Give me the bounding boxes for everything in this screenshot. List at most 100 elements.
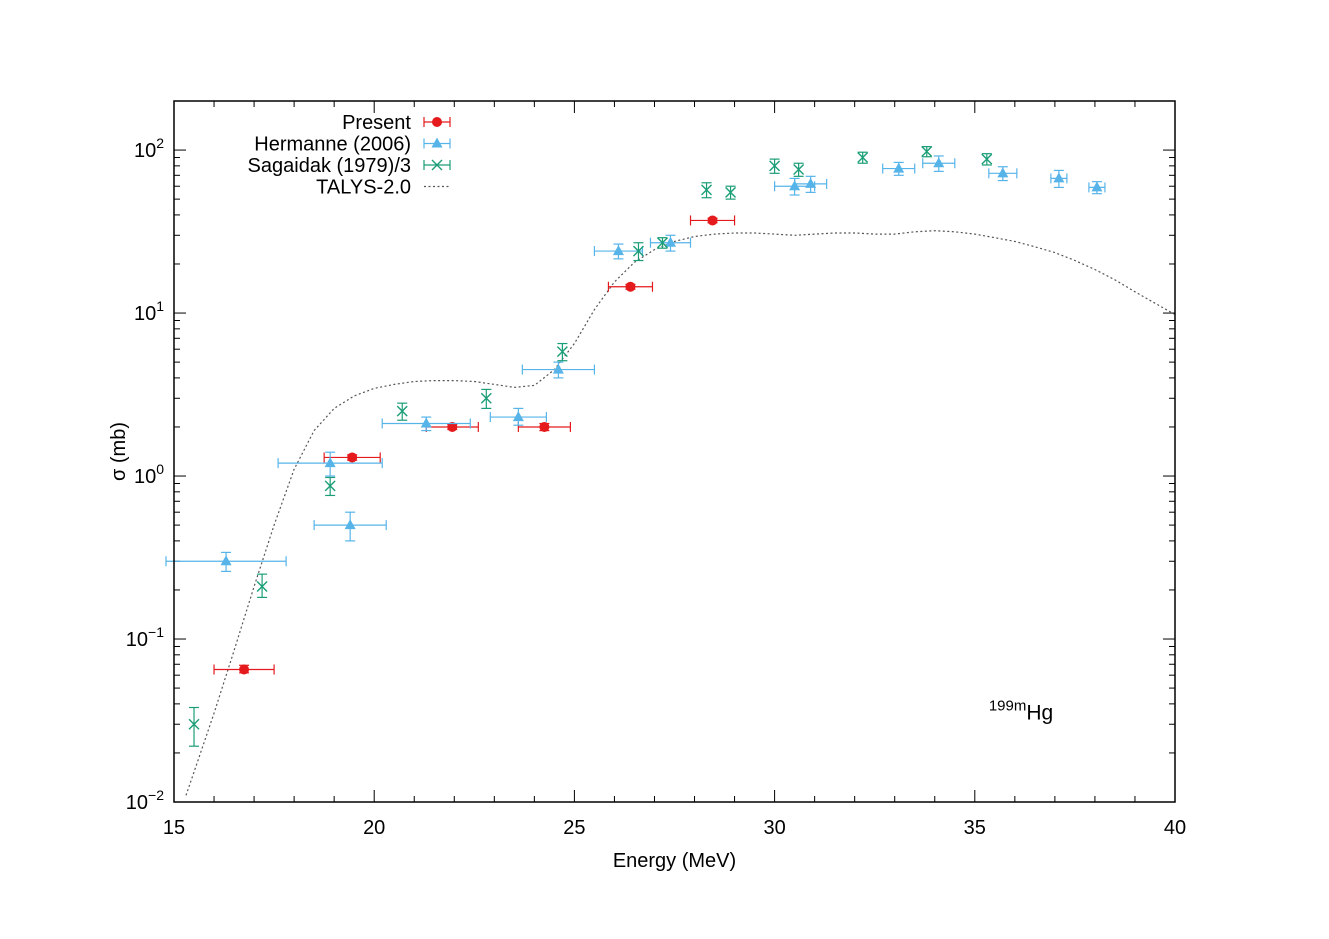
series-talys — [185, 230, 1176, 796]
legend-label: Sagaidak (1979)/3 — [248, 155, 411, 177]
data-point — [793, 162, 805, 177]
y-tick-label: 101 — [134, 298, 164, 325]
marker-triangle — [512, 411, 524, 422]
annotation-text: Hg — [1026, 702, 1053, 725]
marker-cross — [396, 405, 408, 417]
talys-curve — [185, 230, 1176, 796]
x-tick-label: 20 — [363, 817, 385, 839]
marker-triangle — [420, 417, 432, 428]
y-tick-label: 10−1 — [126, 624, 164, 651]
y-tick-exponent: 1 — [156, 298, 164, 314]
marker-cross — [793, 163, 805, 175]
data-point — [256, 573, 268, 599]
data-point — [556, 342, 568, 362]
marker-cross — [981, 153, 993, 165]
legend-entry: TALYS-2.0 — [316, 177, 450, 199]
data-point — [480, 388, 492, 409]
data-point — [922, 155, 956, 172]
y-axis-label: σ (mb) — [108, 422, 130, 481]
data-point — [165, 551, 287, 572]
marker-circle — [447, 421, 458, 432]
annotation-superscript: 199m — [989, 698, 1027, 715]
series-triangle — [165, 155, 1106, 572]
marker-circle — [707, 215, 718, 226]
marker-triangle — [933, 157, 945, 168]
marker-cross — [431, 159, 443, 171]
data-point — [1088, 181, 1106, 195]
data-point — [689, 215, 736, 226]
data-series — [165, 145, 1176, 796]
marker-cross — [656, 237, 668, 249]
data-point — [324, 476, 336, 497]
marker-circle — [625, 281, 636, 292]
marker-cross — [556, 346, 568, 358]
data-point — [323, 452, 381, 463]
data-point — [981, 153, 993, 166]
data-point — [649, 234, 692, 252]
marker-triangle — [805, 177, 817, 188]
marker-circle — [432, 117, 442, 127]
marker-cross — [701, 184, 713, 196]
y-tick-label: 102 — [134, 135, 164, 162]
data-point — [921, 145, 933, 158]
marker-circle — [239, 664, 250, 675]
marker-cross — [256, 581, 268, 592]
data-point — [769, 158, 781, 174]
marker-cross — [188, 718, 200, 730]
y-tick-base: 10 — [126, 629, 148, 651]
y-tick-base: 10 — [134, 303, 156, 325]
data-point — [277, 451, 383, 477]
y-tick-exponent: 2 — [156, 135, 164, 151]
marker-triangle — [431, 137, 443, 148]
series-cross — [188, 145, 993, 747]
legend-label: TALYS-2.0 — [316, 177, 411, 199]
marker-cross — [725, 186, 737, 198]
marker-triangle — [324, 457, 336, 468]
marker-cross — [857, 152, 869, 164]
y-tick-label: 10−2 — [126, 787, 164, 814]
marker-triangle — [1053, 172, 1065, 183]
x-tick-label: 30 — [763, 817, 785, 839]
plot-frame — [173, 100, 1176, 803]
marker-triangle — [1091, 181, 1103, 192]
legend-entry: Present — [342, 112, 451, 134]
data-point — [489, 407, 547, 426]
data-point — [857, 151, 869, 164]
marker-cross — [921, 145, 933, 157]
x-axis-label: Energy (MeV) — [613, 850, 736, 872]
marker-cross — [480, 392, 492, 404]
y-tick-exponent: −2 — [148, 787, 164, 803]
y-tick-base: 10 — [134, 466, 156, 488]
data-point — [988, 166, 1018, 182]
y-tick-label: 100 — [134, 461, 164, 488]
nuclide-annotation: 199mHg — [989, 698, 1053, 725]
data-point — [188, 706, 200, 747]
marker-triangle — [552, 363, 564, 374]
data-point — [313, 511, 387, 542]
marker-triangle — [997, 167, 1009, 178]
marker-triangle — [220, 555, 232, 566]
y-tick-base: 10 — [134, 140, 156, 162]
marker-triangle — [612, 245, 624, 256]
marker-triangle — [664, 236, 676, 247]
data-point — [656, 237, 668, 249]
x-tick-label: 35 — [964, 817, 986, 839]
data-point — [701, 182, 713, 199]
y-tick-base: 10 — [126, 792, 148, 814]
legend-label: Present — [342, 112, 411, 134]
marker-triangle — [893, 162, 905, 173]
data-point — [725, 185, 737, 200]
data-point — [381, 416, 471, 432]
x-tick-label: 15 — [163, 817, 185, 839]
data-point — [632, 242, 644, 262]
legend-entry: Sagaidak (1979)/3 — [248, 155, 451, 177]
y-tick-exponent: −1 — [148, 624, 164, 640]
legend-label: Hermanne (2006) — [254, 134, 411, 156]
data-point — [396, 402, 408, 421]
marker-triangle — [344, 519, 356, 530]
data-point — [213, 664, 275, 675]
